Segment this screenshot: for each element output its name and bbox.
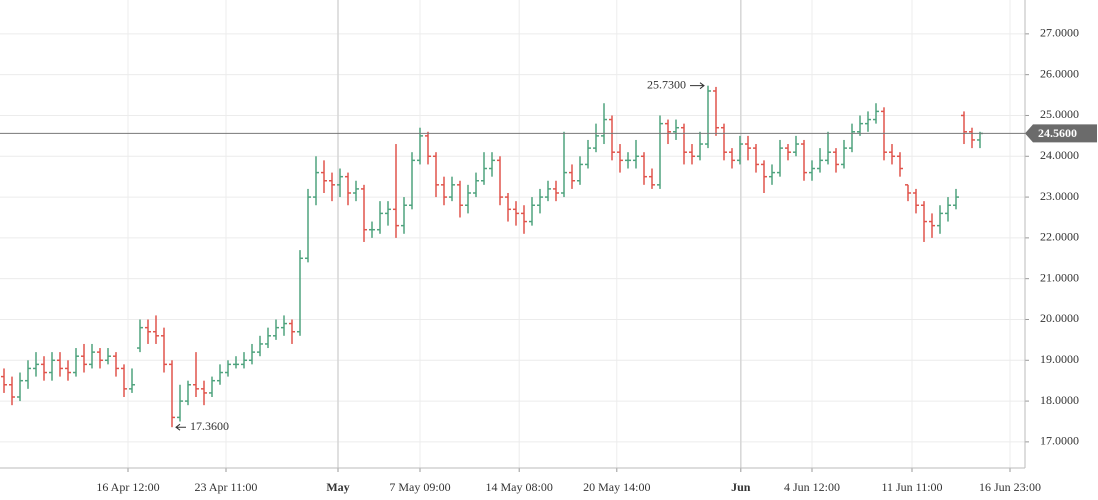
y-tick-label: 26.0000 xyxy=(1040,66,1079,80)
y-tick-label: 18.0000 xyxy=(1040,393,1079,407)
y-tick-label: 23.0000 xyxy=(1040,189,1079,203)
y-tick-label: 20.0000 xyxy=(1040,311,1079,325)
x-tick-label: 7 May 09:00 xyxy=(389,480,450,494)
y-tick-label: 25.0000 xyxy=(1040,107,1079,121)
low-arrow xyxy=(175,423,186,431)
last-price-label: 24.5600 xyxy=(1038,126,1077,140)
y-tick-label: 21.0000 xyxy=(1040,270,1079,284)
x-tick-label: 11 Jun 11:00 xyxy=(881,480,942,494)
x-tick-label: 4 Jun 12:00 xyxy=(784,480,840,494)
x-tick-label: 20 May 14:00 xyxy=(583,480,650,494)
x-tick-label: Jun xyxy=(731,480,751,494)
high-arrow xyxy=(690,82,705,90)
y-tick-label: 24.0000 xyxy=(1040,148,1079,162)
x-tick-label: May xyxy=(326,480,349,494)
low-label: 17.3600 xyxy=(190,419,229,433)
y-tick-label: 19.0000 xyxy=(1040,352,1079,366)
x-tick-label: 16 Jun 23:00 xyxy=(979,480,1041,494)
x-tick-label: 14 May 08:00 xyxy=(486,480,553,494)
x-tick-label: 16 Apr 12:00 xyxy=(96,480,159,494)
last-price-box xyxy=(1025,124,1097,143)
x-tick-label: 23 Apr 11:00 xyxy=(195,480,258,494)
y-tick-label: 27.0000 xyxy=(1040,26,1079,40)
high-label: 25.7300 xyxy=(647,77,686,91)
y-tick-label: 17.0000 xyxy=(1040,434,1079,448)
y-tick-label: 22.0000 xyxy=(1040,230,1079,244)
